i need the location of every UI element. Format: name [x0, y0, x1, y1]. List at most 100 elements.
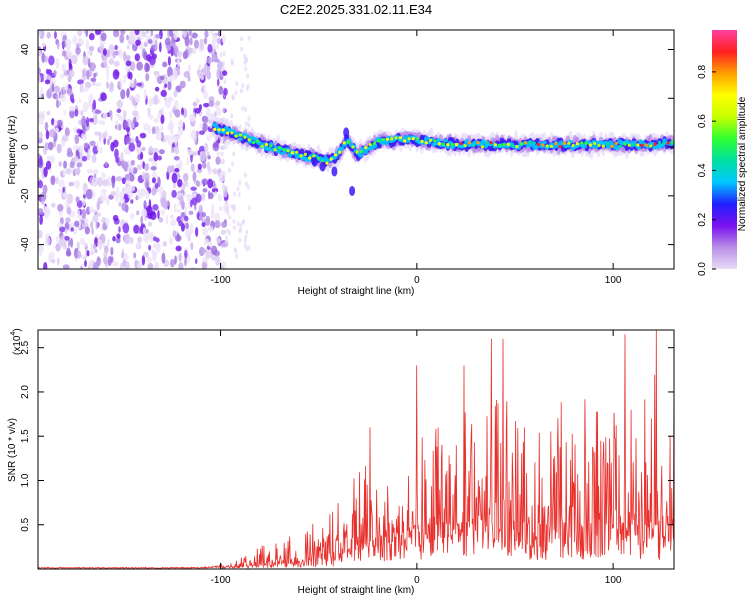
noise-blob	[61, 50, 67, 57]
noise-blob	[221, 34, 226, 44]
noise-blob	[77, 30, 83, 37]
noise-blob	[124, 193, 129, 201]
noise-blob	[82, 194, 86, 199]
noise-blob	[116, 108, 122, 114]
noise-blob	[164, 37, 171, 46]
noise-blob	[120, 262, 124, 269]
noise-blob	[190, 266, 196, 269]
noise-blob	[187, 64, 192, 73]
spectrogram-panel: -100 0 100 -40 -20 0 20 40 Height of straight l…	[7, 29, 675, 297]
noise-blob	[158, 216, 164, 223]
noise-blob	[88, 33, 95, 41]
noise-blob	[103, 192, 107, 201]
noise-blob	[185, 222, 189, 230]
noise-blob	[70, 221, 75, 228]
noise-blob	[61, 63, 67, 72]
noise-blob	[59, 73, 65, 79]
noise-blob	[96, 200, 100, 211]
noise-blob	[92, 63, 96, 72]
y-tick-label: 0.5	[20, 517, 31, 531]
noise-blob	[68, 181, 74, 187]
signal-core	[264, 142, 269, 147]
noise-blob	[210, 245, 218, 256]
noise-blob	[235, 81, 239, 87]
signal-core	[454, 142, 459, 147]
noise-blob	[63, 109, 67, 116]
noise-blob	[57, 188, 62, 194]
noise-blob	[38, 49, 41, 58]
noise-blob	[129, 213, 135, 220]
noise-blob	[217, 237, 221, 244]
noise-blob	[206, 151, 210, 157]
noise-blob	[81, 155, 88, 162]
noise-blob	[162, 241, 168, 247]
signal-core	[234, 134, 238, 138]
noise-blob	[144, 62, 150, 73]
colorbar-ticks: 0.0 0.2 0.4 0.6 0.8	[697, 64, 716, 276]
signal-band	[266, 147, 272, 152]
signal-band	[339, 146, 345, 151]
noise-blob	[45, 130, 50, 140]
noise-blob	[201, 178, 209, 186]
noise-blob	[224, 239, 228, 245]
figure-title: C2E2.2025.331.02.11.E34	[280, 2, 432, 17]
signal-core	[580, 141, 584, 145]
noise-blob	[87, 58, 91, 68]
noise-blob	[76, 241, 80, 251]
signal-core	[238, 133, 243, 137]
noise-blob	[46, 89, 52, 99]
signal-core	[333, 153, 338, 157]
noise-blob	[56, 143, 62, 154]
noise-blob	[143, 232, 149, 243]
noise-blob	[115, 113, 121, 118]
noise-blob	[65, 82, 69, 91]
noise-blob	[180, 216, 185, 222]
signal-core	[524, 141, 528, 145]
noise-blob	[81, 115, 87, 127]
noise-blob	[57, 100, 62, 107]
noise-blob	[38, 67, 41, 75]
noise-blob	[149, 114, 154, 120]
noise-blob	[159, 41, 162, 53]
noise-blob	[80, 254, 85, 259]
noise-blob	[167, 80, 172, 91]
noise-blob	[232, 225, 236, 231]
noise-blob	[133, 252, 137, 259]
noise-blob	[74, 108, 79, 117]
noise-blob	[145, 190, 150, 200]
noise-blob	[118, 48, 123, 59]
noise-blob	[72, 35, 78, 45]
signal-band	[480, 139, 486, 145]
noise-blob	[72, 145, 79, 151]
noise-blob	[167, 96, 174, 103]
noise-blob	[108, 135, 112, 141]
noise-blob	[160, 75, 165, 81]
noise-blob	[147, 39, 153, 45]
noise-blob	[152, 242, 157, 249]
noise-blob	[66, 147, 72, 156]
noise-blob	[146, 256, 152, 263]
signal-core	[346, 140, 351, 144]
noise-blob	[77, 37, 82, 45]
noise-blob	[64, 127, 70, 137]
noise-blob	[72, 228, 78, 235]
noise-blob	[116, 186, 120, 197]
signal-core	[450, 142, 454, 147]
noise-blob	[55, 127, 60, 134]
x-tick-label: -100	[211, 575, 231, 586]
signal-band	[541, 140, 547, 145]
noise-blob	[87, 100, 92, 108]
noise-blob	[108, 194, 114, 200]
noise-blob	[178, 262, 184, 269]
noise-blob	[80, 109, 84, 117]
noise-blob	[240, 36, 244, 42]
signal-core	[428, 138, 433, 142]
noise-blob	[120, 89, 126, 100]
noise-blob	[184, 228, 192, 239]
noise-blob	[247, 116, 251, 122]
signal-core	[299, 154, 303, 158]
noise-blob	[136, 210, 140, 216]
noise-blob	[184, 257, 187, 267]
noise-blob	[134, 30, 140, 36]
signal-core	[243, 135, 247, 139]
